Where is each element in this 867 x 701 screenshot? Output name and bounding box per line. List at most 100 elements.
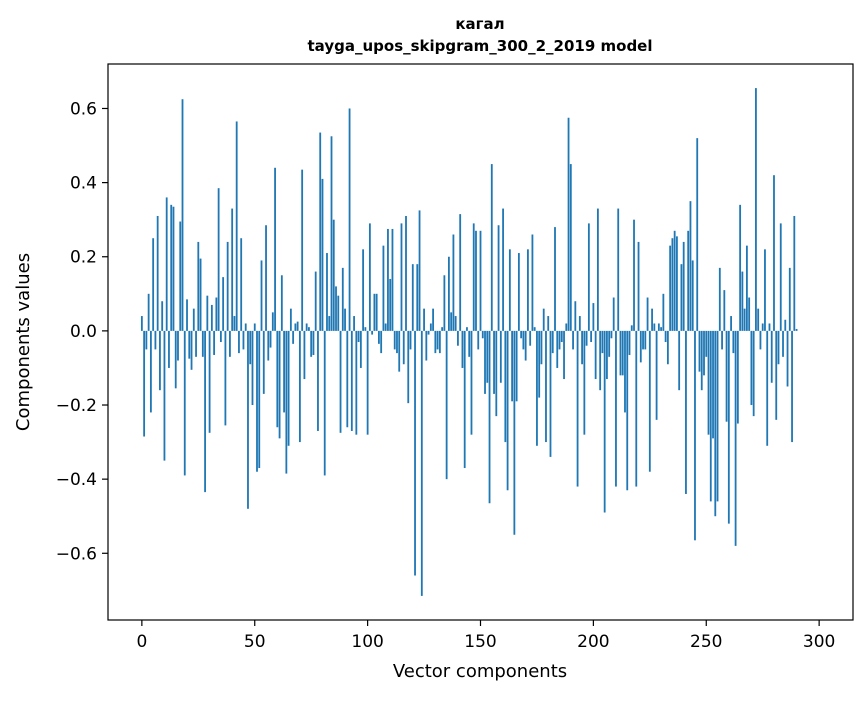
y-tick-label: 0.0: [70, 322, 97, 342]
bar-229: [657, 323, 660, 331]
bar-41: [233, 316, 236, 331]
bar-239: [680, 264, 683, 331]
bar-268: [745, 245, 748, 331]
bar-220: [637, 241, 640, 331]
bar-154: [488, 330, 491, 504]
bar-82: [326, 253, 328, 331]
bar-159: [499, 330, 502, 383]
bar-9: [161, 301, 164, 331]
bar-92: [348, 108, 351, 331]
bar-4: [149, 330, 152, 413]
bar-224: [646, 297, 649, 331]
x-tick-label: 300: [803, 632, 835, 652]
bar-25: [197, 241, 200, 331]
bar-193: [576, 330, 579, 487]
bar-190: [569, 164, 572, 331]
bar-216: [628, 330, 631, 355]
bar-68: [294, 323, 297, 331]
bar-52: [258, 330, 261, 469]
bar-172: [529, 330, 532, 346]
bar-132: [438, 330, 441, 354]
bar-12: [168, 330, 170, 368]
bar-149: [477, 330, 480, 350]
bar-129: [432, 308, 434, 331]
bar-137: [450, 312, 453, 331]
bar-89: [341, 267, 344, 331]
bar-73: [305, 323, 308, 331]
bar-169: [522, 330, 525, 350]
chart-title: кагал: [455, 15, 504, 33]
bar-121: [414, 330, 416, 576]
bar-102: [371, 330, 374, 335]
bar-45: [242, 330, 245, 350]
bar-227: [653, 323, 656, 331]
bar-145: [468, 330, 471, 357]
y-axis-label: Components values: [13, 253, 34, 431]
bar-202: [596, 208, 599, 331]
bar-33: [215, 297, 218, 331]
bar-28: [204, 330, 206, 493]
bar-47: [247, 330, 249, 509]
bar-167: [517, 253, 520, 331]
bar-146: [470, 330, 473, 435]
bar-84: [330, 136, 333, 331]
x-tick-label: 200: [577, 632, 609, 652]
bar-128: [429, 323, 432, 331]
bar-200: [592, 303, 595, 331]
bar-222: [642, 330, 644, 350]
bar-76: [312, 330, 315, 355]
bar-103: [373, 293, 376, 331]
bar-31: [210, 304, 213, 331]
bar-166: [515, 330, 518, 402]
bar-164: [511, 330, 514, 402]
bar-3: [147, 293, 150, 331]
bar-152: [484, 330, 486, 394]
bar-141: [459, 214, 462, 331]
bar-122: [416, 264, 419, 331]
bar-117: [405, 215, 407, 331]
bar-238: [678, 330, 681, 391]
bar-237: [676, 236, 678, 331]
bar-288: [791, 330, 793, 443]
bar-65: [287, 330, 290, 446]
bar-208: [610, 330, 613, 339]
bar-192: [574, 301, 577, 331]
bar-195: [581, 330, 583, 365]
bar-213: [621, 330, 624, 376]
bar-34: [217, 188, 220, 331]
bar-115: [400, 223, 403, 331]
bar-17: [179, 221, 182, 331]
bar-62: [280, 275, 283, 331]
bar-214: [624, 330, 626, 413]
bar-0: [140, 316, 143, 331]
y-tick-label: −0.6: [56, 544, 97, 564]
bar-244: [691, 260, 694, 331]
bar-88: [339, 330, 342, 433]
bar-43: [238, 330, 240, 354]
bar-105: [378, 330, 380, 344]
bar-6: [154, 330, 157, 350]
bar-228: [655, 330, 658, 420]
bar-53: [260, 260, 263, 331]
bar-231: [662, 293, 665, 331]
bar-133: [441, 327, 444, 331]
bar-215: [626, 330, 629, 491]
bar-109: [387, 228, 389, 331]
bar-223: [644, 330, 647, 350]
bar-30: [208, 330, 211, 433]
bar-74: [308, 327, 310, 331]
ticks-layer: 0 50 100 150 200 250 300 −0.6 −0.4 −0.2 0.0 0.2 0.4 0…: [56, 99, 836, 652]
bar-163: [508, 249, 511, 331]
bar-171: [527, 249, 529, 331]
bar-131: [436, 330, 439, 350]
bar-112: [393, 330, 396, 350]
bar-142: [461, 330, 464, 368]
bar-39: [229, 330, 231, 357]
bar-179: [545, 330, 547, 443]
bar-256: [718, 267, 721, 331]
bar-207: [608, 330, 611, 357]
bar-257: [721, 330, 723, 350]
bar-253: [712, 330, 714, 439]
bar-248: [700, 330, 703, 391]
